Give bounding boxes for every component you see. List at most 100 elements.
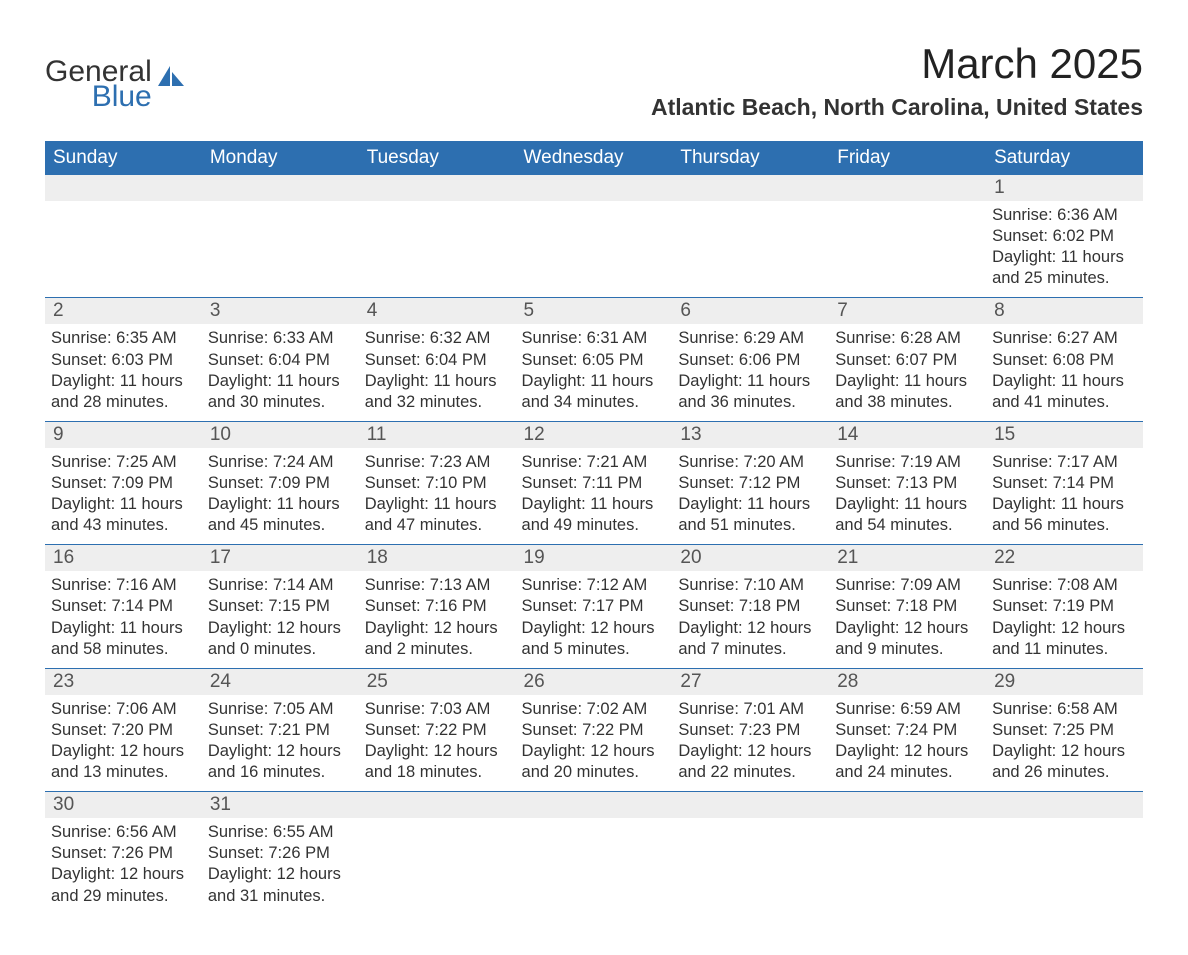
sunrise-line: Sunrise: 7:06 AM xyxy=(51,699,194,720)
day-number: 13 xyxy=(672,422,829,448)
sunset-line: Sunset: 6:04 PM xyxy=(365,350,508,371)
day-number xyxy=(516,175,673,201)
calendar-cell: 11Sunrise: 7:23 AMSunset: 7:10 PMDayligh… xyxy=(359,421,516,544)
header: General Blue March 2025 Atlantic Beach, … xyxy=(45,40,1143,121)
sunrise-line: Sunrise: 7:17 AM xyxy=(992,452,1135,473)
day-details xyxy=(829,818,986,848)
day-details: Sunrise: 6:55 AMSunset: 7:26 PMDaylight:… xyxy=(202,818,359,914)
daylight-line: Daylight: 11 hours and 41 minutes. xyxy=(992,371,1135,413)
calendar-cell: 26Sunrise: 7:02 AMSunset: 7:22 PMDayligh… xyxy=(516,668,673,791)
daylight-line: Daylight: 11 hours and 28 minutes. xyxy=(51,371,194,413)
day-number: 24 xyxy=(202,669,359,695)
day-number: 16 xyxy=(45,545,202,571)
sunset-line: Sunset: 6:05 PM xyxy=(522,350,665,371)
day-details: Sunrise: 6:28 AMSunset: 6:07 PMDaylight:… xyxy=(829,324,986,420)
daylight-line: Daylight: 11 hours and 45 minutes. xyxy=(208,494,351,536)
day-number xyxy=(202,175,359,201)
day-details: Sunrise: 7:10 AMSunset: 7:18 PMDaylight:… xyxy=(672,571,829,667)
sunset-line: Sunset: 7:26 PM xyxy=(51,843,194,864)
day-header: Tuesday xyxy=(359,141,516,175)
calendar-cell: 17Sunrise: 7:14 AMSunset: 7:15 PMDayligh… xyxy=(202,545,359,668)
calendar-cell: 1Sunrise: 6:36 AMSunset: 6:02 PMDaylight… xyxy=(986,175,1143,298)
day-details: Sunrise: 7:12 AMSunset: 7:17 PMDaylight:… xyxy=(516,571,673,667)
daylight-line: Daylight: 11 hours and 30 minutes. xyxy=(208,371,351,413)
sunrise-line: Sunrise: 7:05 AM xyxy=(208,699,351,720)
sunset-line: Sunset: 7:22 PM xyxy=(365,720,508,741)
sunset-line: Sunset: 7:15 PM xyxy=(208,596,351,617)
calendar-cell: 19Sunrise: 7:12 AMSunset: 7:17 PMDayligh… xyxy=(516,545,673,668)
day-details: Sunrise: 7:20 AMSunset: 7:12 PMDaylight:… xyxy=(672,448,829,544)
sunset-line: Sunset: 7:18 PM xyxy=(678,596,821,617)
calendar-header-row: SundayMondayTuesdayWednesdayThursdayFrid… xyxy=(45,141,1143,175)
calendar-cell: 22Sunrise: 7:08 AMSunset: 7:19 PMDayligh… xyxy=(986,545,1143,668)
day-details: Sunrise: 6:56 AMSunset: 7:26 PMDaylight:… xyxy=(45,818,202,914)
day-details: Sunrise: 6:27 AMSunset: 6:08 PMDaylight:… xyxy=(986,324,1143,420)
day-number xyxy=(672,792,829,818)
sunrise-line: Sunrise: 7:13 AM xyxy=(365,575,508,596)
sunset-line: Sunset: 7:26 PM xyxy=(208,843,351,864)
calendar-week: 9Sunrise: 7:25 AMSunset: 7:09 PMDaylight… xyxy=(45,421,1143,544)
daylight-line: Daylight: 12 hours and 22 minutes. xyxy=(678,741,821,783)
day-number: 30 xyxy=(45,792,202,818)
sunset-line: Sunset: 7:24 PM xyxy=(835,720,978,741)
sunrise-line: Sunrise: 7:24 AM xyxy=(208,452,351,473)
day-number xyxy=(516,792,673,818)
calendar-cell: 3Sunrise: 6:33 AMSunset: 6:04 PMDaylight… xyxy=(202,298,359,421)
day-number xyxy=(672,175,829,201)
calendar-cell: 9Sunrise: 7:25 AMSunset: 7:09 PMDaylight… xyxy=(45,421,202,544)
day-details: Sunrise: 6:29 AMSunset: 6:06 PMDaylight:… xyxy=(672,324,829,420)
daylight-line: Daylight: 12 hours and 9 minutes. xyxy=(835,618,978,660)
day-number: 29 xyxy=(986,669,1143,695)
day-details xyxy=(672,201,829,231)
day-number: 19 xyxy=(516,545,673,571)
calendar-cell: 23Sunrise: 7:06 AMSunset: 7:20 PMDayligh… xyxy=(45,668,202,791)
day-details: Sunrise: 7:05 AMSunset: 7:21 PMDaylight:… xyxy=(202,695,359,791)
calendar-table: SundayMondayTuesdayWednesdayThursdayFrid… xyxy=(45,141,1143,915)
calendar-cell xyxy=(202,175,359,298)
calendar-body: 1Sunrise: 6:36 AMSunset: 6:02 PMDaylight… xyxy=(45,175,1143,915)
calendar-cell: 28Sunrise: 6:59 AMSunset: 7:24 PMDayligh… xyxy=(829,668,986,791)
calendar-cell xyxy=(829,792,986,915)
sunrise-line: Sunrise: 6:59 AM xyxy=(835,699,978,720)
day-number: 27 xyxy=(672,669,829,695)
daylight-line: Daylight: 11 hours and 54 minutes. xyxy=(835,494,978,536)
day-number: 31 xyxy=(202,792,359,818)
sunrise-line: Sunrise: 7:12 AM xyxy=(522,575,665,596)
day-details: Sunrise: 6:58 AMSunset: 7:25 PMDaylight:… xyxy=(986,695,1143,791)
calendar-cell xyxy=(516,792,673,915)
sunrise-line: Sunrise: 6:36 AM xyxy=(992,205,1135,226)
daylight-line: Daylight: 11 hours and 47 minutes. xyxy=(365,494,508,536)
day-number: 1 xyxy=(986,175,1143,201)
calendar-cell: 27Sunrise: 7:01 AMSunset: 7:23 PMDayligh… xyxy=(672,668,829,791)
day-header: Monday xyxy=(202,141,359,175)
calendar-cell xyxy=(986,792,1143,915)
sunrise-line: Sunrise: 6:32 AM xyxy=(365,328,508,349)
day-details xyxy=(516,818,673,848)
logo-line2: Blue xyxy=(92,83,152,112)
day-number: 2 xyxy=(45,298,202,324)
daylight-line: Daylight: 12 hours and 0 minutes. xyxy=(208,618,351,660)
day-header: Thursday xyxy=(672,141,829,175)
day-number: 20 xyxy=(672,545,829,571)
title-block: March 2025 Atlantic Beach, North Carolin… xyxy=(651,40,1143,121)
day-details: Sunrise: 7:02 AMSunset: 7:22 PMDaylight:… xyxy=(516,695,673,791)
day-number: 11 xyxy=(359,422,516,448)
sunrise-line: Sunrise: 6:31 AM xyxy=(522,328,665,349)
day-details xyxy=(829,201,986,231)
day-number: 9 xyxy=(45,422,202,448)
daylight-line: Daylight: 12 hours and 24 minutes. xyxy=(835,741,978,783)
day-details: Sunrise: 7:16 AMSunset: 7:14 PMDaylight:… xyxy=(45,571,202,667)
calendar-cell: 7Sunrise: 6:28 AMSunset: 6:07 PMDaylight… xyxy=(829,298,986,421)
day-details: Sunrise: 7:14 AMSunset: 7:15 PMDaylight:… xyxy=(202,571,359,667)
sunset-line: Sunset: 7:14 PM xyxy=(51,596,194,617)
daylight-line: Daylight: 12 hours and 2 minutes. xyxy=(365,618,508,660)
sunset-line: Sunset: 7:20 PM xyxy=(51,720,194,741)
sunset-line: Sunset: 7:23 PM xyxy=(678,720,821,741)
location: Atlantic Beach, North Carolina, United S… xyxy=(651,94,1143,121)
day-details: Sunrise: 7:21 AMSunset: 7:11 PMDaylight:… xyxy=(516,448,673,544)
calendar-cell: 10Sunrise: 7:24 AMSunset: 7:09 PMDayligh… xyxy=(202,421,359,544)
sunrise-line: Sunrise: 6:35 AM xyxy=(51,328,194,349)
day-number: 3 xyxy=(202,298,359,324)
calendar-cell: 25Sunrise: 7:03 AMSunset: 7:22 PMDayligh… xyxy=(359,668,516,791)
sunset-line: Sunset: 6:03 PM xyxy=(51,350,194,371)
